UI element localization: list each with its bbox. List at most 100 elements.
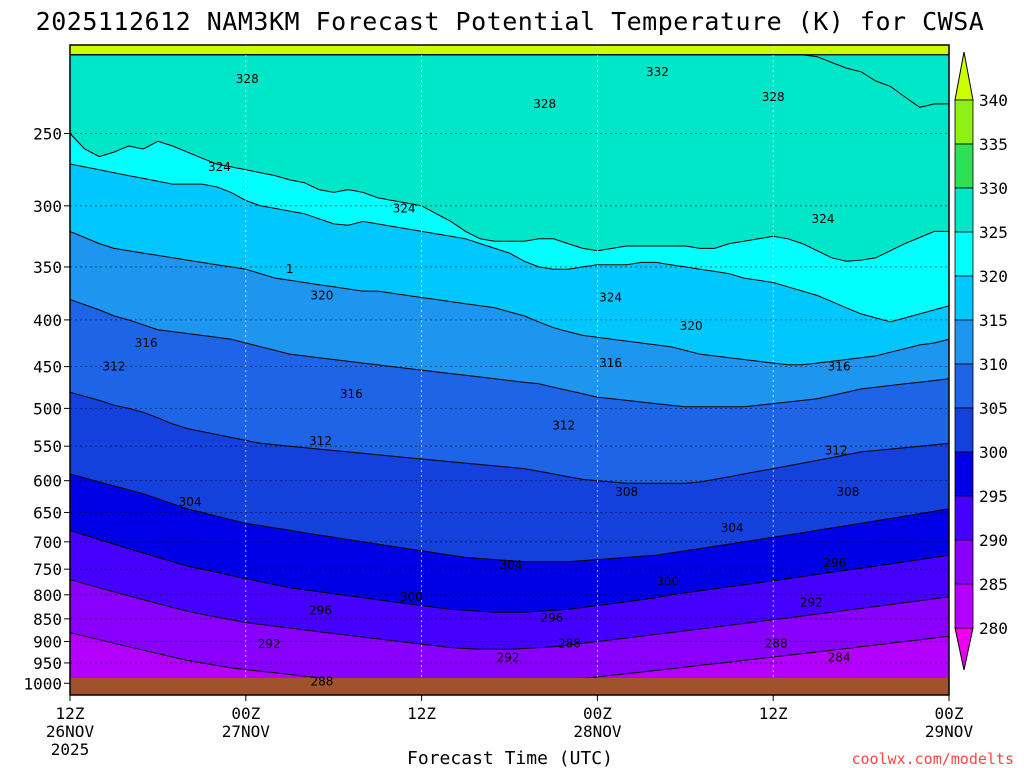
y-tick-label: 350 [33, 258, 62, 277]
chart-title: 2025112612 NAM3KM Forecast Potential Tem… [36, 7, 985, 36]
colorbar-label: 330 [979, 179, 1008, 198]
contour-label: 300 [400, 590, 423, 604]
x-tick-label: 00Z [935, 704, 964, 723]
contour-line-320 [70, 163, 949, 323]
colorbar-swatch [954, 363, 974, 409]
contour-label: 288 [765, 637, 788, 651]
colorbar-swatch [954, 495, 974, 541]
contour-label: 296 [541, 611, 564, 625]
contour-line-290 [70, 579, 949, 650]
contour-label: 320 [311, 288, 334, 302]
contour-label: 324 [812, 212, 835, 226]
contour-label: 320 [680, 319, 703, 333]
y-tick-label: 700 [33, 533, 62, 552]
contour-label: 288 [311, 674, 334, 688]
contour-label: 312 [309, 434, 332, 448]
y-tick-label: 400 [33, 311, 62, 330]
colorbar-swatch [954, 583, 974, 629]
colorbar-label: 315 [979, 311, 1008, 330]
contour-label: 324 [208, 160, 231, 174]
contour-label: 304 [179, 495, 202, 509]
colorbar-label: 340 [979, 91, 1008, 110]
ground-band [70, 678, 949, 695]
y-tick-label: 850 [33, 610, 62, 629]
colorbar-swatch [954, 143, 974, 189]
contour-label: 1 [286, 262, 294, 276]
y-tick-label: 300 [33, 197, 62, 216]
plot-area: 328 332 328 328 324 324 324 320 324 320 1 316 312 316… [70, 45, 949, 695]
credit-link[interactable]: coolwx.com/modelts [851, 750, 1014, 768]
colorbar-label: 290 [979, 531, 1008, 550]
contour-label: 296 [309, 603, 332, 617]
contour-label: 292 [800, 596, 823, 610]
contour-label: 312 [552, 418, 575, 432]
contour-line-315 [70, 230, 949, 366]
grid-lines [70, 45, 949, 695]
colorbar: 280 285 290 295 300 305 310 315 320 325 330 335 340 [954, 51, 1008, 671]
x-tick-label: 00Z [231, 704, 260, 723]
y-tick-label: 950 [33, 654, 62, 673]
x-tick-label: 26NOV [46, 722, 95, 741]
y-tick-label: 900 [33, 632, 62, 651]
y-tick-label: 500 [33, 399, 62, 418]
colorbar-label: 310 [979, 355, 1008, 374]
contour-label: 312 [825, 443, 848, 457]
contour-label: 308 [615, 485, 638, 499]
contour-label: 328 [236, 72, 259, 86]
y-tick-label: 250 [33, 124, 62, 143]
colorbar-swatch [954, 275, 974, 321]
colorbar-label: 305 [979, 399, 1008, 418]
x-tick-label: 00Z [583, 704, 612, 723]
fill-layers [70, 54, 949, 695]
x-tick-label: 12Z [56, 704, 85, 723]
colorbar-swatch [954, 451, 974, 497]
contour-label: 328 [762, 90, 785, 104]
contour-label: 324 [599, 290, 622, 304]
colorbar-label: 280 [979, 619, 1008, 638]
contour-label: 304 [721, 521, 744, 535]
contour-line-300 [70, 473, 949, 563]
colorbar-bottom-arrow [954, 627, 974, 671]
contour-label: 328 [533, 97, 556, 111]
contour-label: 316 [828, 360, 851, 374]
contour-label: 312 [102, 360, 125, 374]
colorbar-label: 320 [979, 267, 1008, 286]
colorbar-swatch [954, 187, 974, 233]
colorbar-label: 300 [979, 443, 1008, 462]
contour-labels: 328 332 328 328 324 324 324 320 324 320 1 316 312 316… [102, 65, 859, 688]
y-tick-label: 650 [33, 503, 62, 522]
colorbar-label: 325 [979, 223, 1008, 242]
contour-line-295 [70, 529, 949, 613]
contour-label: 324 [393, 201, 416, 215]
contour-label: 304 [500, 558, 523, 572]
contour-line-305 [70, 391, 949, 484]
x-tick-label: 27NOV [222, 722, 271, 741]
contour-line-325 [70, 133, 949, 262]
colorbar-swatch [954, 407, 974, 453]
contour-label: 284 [828, 650, 851, 664]
contour-line-310 [70, 299, 949, 408]
x-axis-label: Forecast Time (UTC) [407, 748, 613, 768]
x-tick-label: 29NOV [925, 722, 974, 741]
x-tick-label: 12Z [759, 704, 788, 723]
y-axis: 250 300 350 400 450 500 550 600 650 700 750 800 850 9… [23, 124, 70, 693]
y-tick-label: 750 [33, 560, 62, 579]
contour-label: 332 [646, 65, 669, 79]
plot-frame [69, 44, 950, 696]
colorbar-top-arrow [954, 51, 974, 101]
contour-label: 316 [340, 387, 363, 401]
contour-label: 308 [836, 485, 859, 499]
y-tick-label: 600 [33, 472, 62, 491]
y-tick-label: 550 [33, 437, 62, 456]
contour-label: 316 [135, 336, 158, 350]
colorbar-label: 285 [979, 575, 1008, 594]
x-tick-label: 12Z [407, 704, 436, 723]
contour-label: 316 [599, 356, 622, 370]
contour-label: 300 [656, 575, 679, 589]
colorbar-swatch [954, 231, 974, 277]
contour-label: 292 [258, 637, 281, 651]
colorbar-label: 295 [979, 487, 1008, 506]
y-tick-label: 800 [33, 586, 62, 605]
